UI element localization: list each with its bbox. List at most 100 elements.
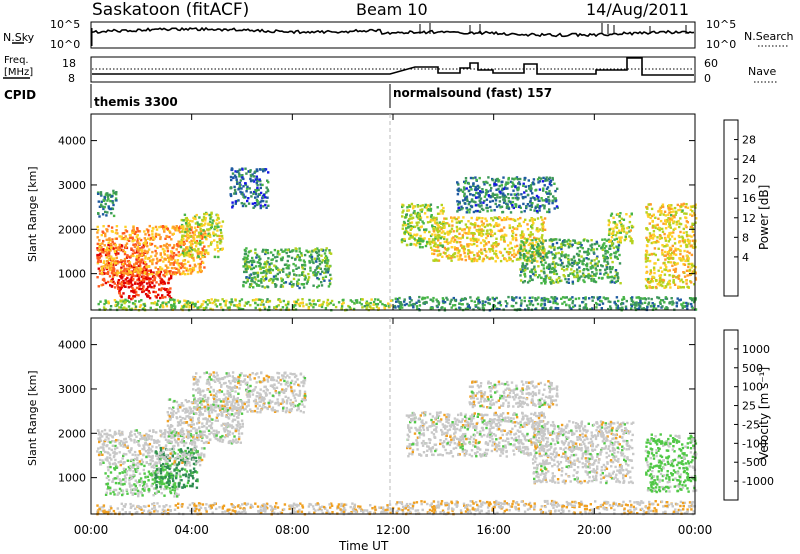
data-cell xyxy=(646,244,649,248)
data-cell xyxy=(514,245,517,248)
data-cell xyxy=(678,257,681,260)
data-cell xyxy=(126,270,129,273)
data-cell xyxy=(153,237,156,240)
data-cell xyxy=(488,223,492,226)
data-cell xyxy=(514,237,518,240)
data-cell xyxy=(401,211,404,214)
data-cell xyxy=(553,207,556,210)
data-cell xyxy=(294,258,297,261)
data-cell xyxy=(126,276,129,280)
noise-sky-trace xyxy=(91,26,695,38)
data-cell xyxy=(229,187,232,190)
data-cell xyxy=(652,241,655,244)
data-cell xyxy=(464,179,468,183)
data-cell xyxy=(113,272,116,275)
data-cell xyxy=(664,268,668,272)
data-cell xyxy=(482,307,486,310)
data-cell xyxy=(133,238,136,242)
data-cell xyxy=(461,236,464,239)
data-cell xyxy=(194,249,197,252)
data-cell xyxy=(238,185,242,188)
data-cell xyxy=(461,298,464,301)
data-cell xyxy=(592,278,596,281)
data-cell xyxy=(534,189,537,192)
data-cell xyxy=(264,261,267,264)
data-cell xyxy=(154,249,157,253)
data-cell xyxy=(453,255,456,259)
data-cell xyxy=(644,284,648,288)
data-cell xyxy=(389,299,393,302)
data-cell xyxy=(144,261,147,264)
data-cell xyxy=(105,301,108,304)
data-cell xyxy=(443,307,446,310)
data-cell xyxy=(197,252,200,255)
data-cell xyxy=(683,249,686,253)
data-cell xyxy=(220,234,224,238)
data-cell xyxy=(597,260,600,263)
data-cell xyxy=(201,241,205,244)
data-cell xyxy=(243,202,246,206)
data-cell xyxy=(414,212,417,215)
data-cell xyxy=(100,246,103,249)
data-cell xyxy=(253,281,256,284)
data-cell xyxy=(132,249,135,252)
data-cell xyxy=(532,236,536,239)
data-cell xyxy=(662,245,666,248)
data-cell xyxy=(164,271,167,274)
data-cell xyxy=(105,256,108,259)
data-cell xyxy=(141,258,144,261)
data-cell xyxy=(184,229,187,232)
data-cell xyxy=(498,217,502,220)
data-cell xyxy=(526,223,529,226)
data-cell xyxy=(616,231,619,235)
data-cell xyxy=(433,221,437,224)
data-cell xyxy=(529,270,532,273)
data-cell xyxy=(495,241,498,244)
data-cell xyxy=(502,226,506,229)
data-cell xyxy=(105,266,109,269)
data-cell xyxy=(604,255,607,258)
data-cell xyxy=(256,180,259,183)
data-cell xyxy=(122,279,125,283)
data-cell xyxy=(667,235,670,238)
data-cell xyxy=(456,247,459,250)
data-cell xyxy=(604,249,607,253)
data-cell xyxy=(208,220,212,223)
data-cell xyxy=(468,257,471,260)
data-cell xyxy=(548,199,551,203)
data-cell xyxy=(589,244,592,247)
data-cell xyxy=(405,230,409,233)
data-cell xyxy=(143,472,146,475)
data-cell xyxy=(238,175,241,178)
data-cell xyxy=(662,213,665,216)
data-cell xyxy=(613,277,616,280)
data-cell xyxy=(355,301,359,304)
data-cell xyxy=(534,297,537,300)
data-cell xyxy=(530,261,534,264)
data-cell xyxy=(523,299,526,303)
data-cell xyxy=(668,301,671,304)
data-cell xyxy=(194,302,197,306)
data-cell xyxy=(540,269,543,273)
data-cell xyxy=(151,262,154,266)
data-cell xyxy=(438,253,441,257)
data-cell xyxy=(405,227,408,230)
data-cell xyxy=(534,244,537,247)
data-cell xyxy=(687,286,690,289)
data-cell xyxy=(314,274,317,277)
data-cell xyxy=(440,203,443,207)
data-cell xyxy=(104,193,108,196)
data-cell xyxy=(624,305,628,308)
data-cell xyxy=(311,249,314,253)
data-cell xyxy=(694,203,697,206)
data-cell xyxy=(499,304,503,307)
data-cell xyxy=(266,188,269,191)
data-cell xyxy=(149,238,152,241)
data-cell xyxy=(542,280,546,283)
data-cell xyxy=(112,270,116,273)
data-cell xyxy=(121,232,125,235)
data-cell xyxy=(616,276,620,280)
data-cell xyxy=(468,211,471,214)
data-cell xyxy=(397,300,400,303)
data-cell xyxy=(184,273,187,276)
